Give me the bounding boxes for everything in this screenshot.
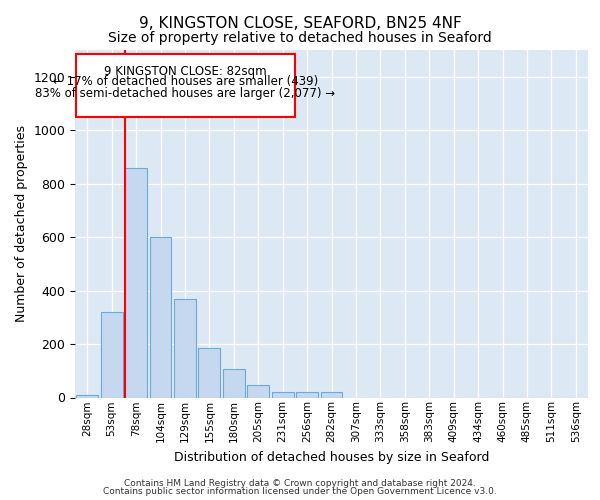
Bar xyxy=(247,386,269,398)
Text: ← 17% of detached houses are smaller (439): ← 17% of detached houses are smaller (43… xyxy=(53,76,318,88)
X-axis label: Distribution of detached houses by size in Seaford: Distribution of detached houses by size … xyxy=(174,450,489,464)
Bar xyxy=(199,348,220,398)
Bar xyxy=(320,392,343,398)
Bar xyxy=(101,312,122,398)
Bar xyxy=(296,392,318,398)
Bar xyxy=(272,392,293,398)
Text: 83% of semi-detached houses are larger (2,077) →: 83% of semi-detached houses are larger (… xyxy=(35,88,335,101)
FancyBboxPatch shape xyxy=(76,54,295,117)
Text: Contains HM Land Registry data © Crown copyright and database right 2024.: Contains HM Land Registry data © Crown c… xyxy=(124,478,476,488)
Text: Size of property relative to detached houses in Seaford: Size of property relative to detached ho… xyxy=(108,31,492,45)
Bar xyxy=(174,298,196,398)
Text: 9 KINGSTON CLOSE: 82sqm: 9 KINGSTON CLOSE: 82sqm xyxy=(104,64,267,78)
Bar xyxy=(223,370,245,398)
Bar xyxy=(125,168,147,398)
Text: 9, KINGSTON CLOSE, SEAFORD, BN25 4NF: 9, KINGSTON CLOSE, SEAFORD, BN25 4NF xyxy=(139,16,461,31)
Y-axis label: Number of detached properties: Number of detached properties xyxy=(15,125,28,322)
Bar xyxy=(149,237,172,398)
Bar xyxy=(76,395,98,398)
Text: Contains public sector information licensed under the Open Government Licence v3: Contains public sector information licen… xyxy=(103,487,497,496)
